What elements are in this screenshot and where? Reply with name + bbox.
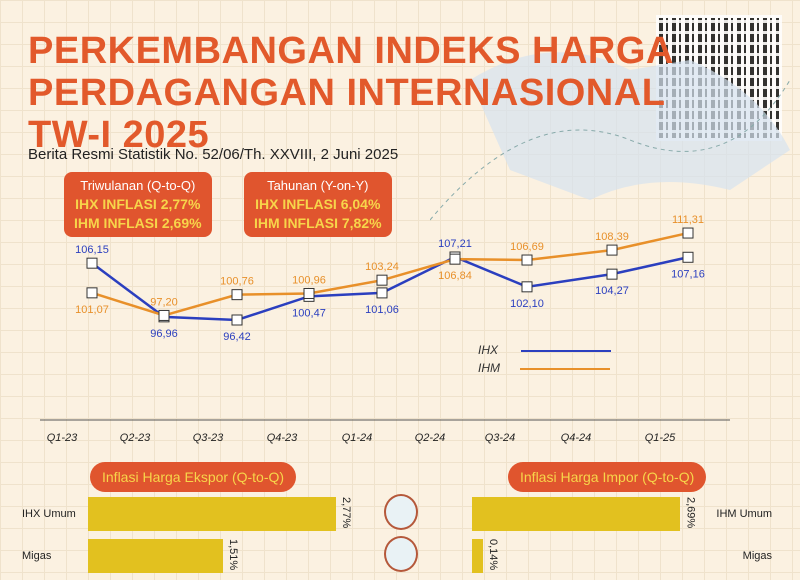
data-label: 101,07 [75,304,109,316]
x-tick-label: Q4-23 [266,432,298,444]
legend-ihx: IHX [478,343,612,357]
data-label: 96,96 [150,328,178,340]
x-tick-label: Q1-24 [341,432,373,444]
x-tick-label: Q4-24 [560,432,592,444]
export-bar-value: 1,51% [227,539,240,571]
import-bar-value: 2,69% [684,497,697,529]
data-label: 106,15 [75,244,109,256]
data-point [231,314,243,326]
x-tick-label: Q2-24 [414,432,446,444]
title-line: TW-I 2025 [28,114,210,156]
data-label: 97,20 [150,296,178,308]
data-label: 100,96 [292,274,326,286]
data-point [449,253,461,265]
data-point [376,274,388,286]
data-point [682,251,694,263]
x-tick-label: Q2-23 [119,432,151,444]
summary-line: IHM INFLASI 7,82% [254,215,382,231]
data-label: 96,42 [223,331,251,343]
data-point [303,287,315,299]
data-point [606,268,618,280]
import-bar-value: 0,14% [486,539,499,571]
data-label: 102,10 [510,298,544,310]
legend: IHX IHM [478,343,612,375]
summary-heading: Tahunan (Y-on-Y) [267,178,369,193]
summary-quarterly: Triwulanan (Q-to-Q) IHX INFLASI 2,77% IH… [64,172,212,237]
export-bar [88,497,336,531]
data-label: 101,06 [365,304,399,316]
legend-label: IHX [478,343,499,357]
data-label: 111,31 [672,214,704,226]
oil-rig-icon [384,536,418,572]
summary-line: IHX INFLASI 6,04% [255,196,381,212]
data-point [231,289,243,301]
x-tick-label: Q1-25 [644,432,676,444]
data-point [682,227,694,239]
data-label: 100,47 [292,307,326,319]
world-map-decoration [430,52,791,221]
import-section-title: Inflasi Harga Impor (Q-to-Q) [508,462,707,492]
data-label: 103,24 [365,261,399,273]
title-line: PERDAGANGAN INTERNASIONAL [28,72,666,114]
data-point [86,257,98,269]
import-bar [472,497,681,531]
data-point [521,254,533,266]
data-point [606,244,618,256]
subtitle: Berita Resmi Statistik No. 52/06/Th. XXV… [28,146,399,163]
data-label: 104,27 [595,285,629,297]
data-point [376,287,388,299]
data-label: 107,21 [438,238,472,250]
data-label: 108,39 [595,231,629,243]
summary-annual: Tahunan (Y-on-Y) IHX INFLASI 6,04% IHM I… [244,172,392,237]
x-tick-label: Q3-23 [192,432,224,444]
legend-ihm: IHM [478,361,611,375]
export-bar-value: 2,77% [339,497,352,529]
globe-trade-icon [384,494,418,530]
page-title: PERKEMBANGAN INDEKS HARGA PERDAGANGAN IN… [28,30,674,156]
import-row-label: Migas [742,550,772,562]
import-row-label: IHM Umum [716,508,772,520]
title-line: PERKEMBANGAN INDEKS HARGA [28,30,674,72]
export-row-label: Migas [22,550,52,562]
export-row-label: IHX Umum [22,508,76,520]
summary-line: IHX INFLASI 2,77% [75,196,201,212]
data-label: 106,69 [510,241,544,253]
export-section-title: Inflasi Harga Ekspor (Q-to-Q) [90,462,297,492]
summary-line: IHM INFLASI 2,69% [74,215,202,231]
export-bar [88,539,224,573]
data-label: 106,84 [438,270,472,282]
x-tick-label: Q1-23 [46,432,78,444]
data-label: 107,16 [671,268,705,280]
line-chart: 106,15 96,96 96,42 100,47 101,06 107,21 102,10… [40,214,730,421]
data-point [158,309,170,321]
x-tick-label: Q3-24 [484,432,516,444]
data-point [521,281,533,293]
import-bar [472,539,483,573]
summary-heading: Triwulanan (Q-to-Q) [80,178,196,193]
data-label: 100,76 [220,276,254,288]
data-point [86,287,98,299]
legend-label: IHM [478,361,500,375]
